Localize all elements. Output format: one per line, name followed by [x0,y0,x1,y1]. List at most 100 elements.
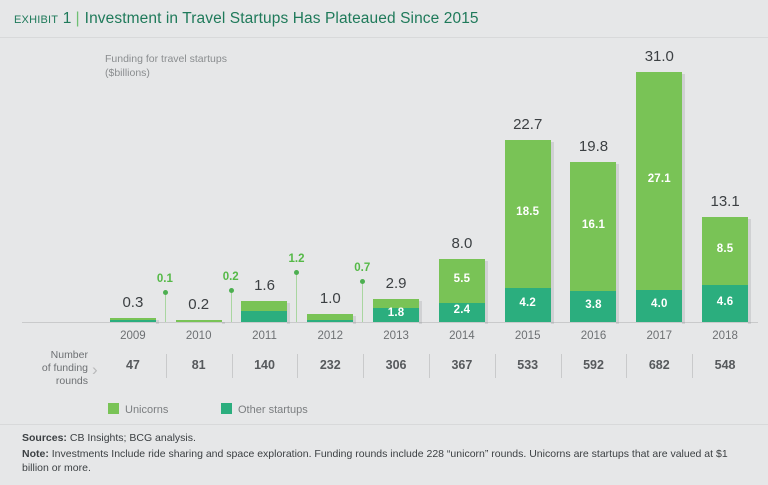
legend-label-unicorns: Unicorns [125,404,169,416]
bar-segment-other-startups [702,285,749,322]
bar-total-label: 1.6 [254,277,275,295]
stacked-bar [175,320,225,324]
bar-segment-other-startups [109,320,156,322]
stacked-bar [241,301,291,324]
bar-segment-unicorns [241,301,288,311]
funding-rounds-value: 682 [648,358,670,372]
bar-shadow [616,164,620,324]
funding-rounds-label: Number of funding rounds [41,349,88,387]
exhibit-number: Exhibit 1 [14,10,72,27]
bar-value-label-unicorns: 18.5 [516,205,540,218]
bar-segment-unicorns [570,162,617,292]
stacked-bar: 16.1 3.8 [570,162,620,324]
page-title: Exhibit 1 | Investment in Travel Startups … [14,10,754,34]
bar-segment-other-startups [438,302,485,322]
bar-value-label-other-startups: 3.8 [585,298,602,311]
bar-total-label: 13.1 [710,192,740,210]
bar-shadow [353,315,357,324]
x-axis-tick-label: 2016 [580,330,607,342]
bar-value-label-other-startups: 1.8 [387,306,405,319]
bar-column: 18.5 4.2 22.7 2015 [495,0,561,342]
bar-value-label-unicorns: 16.1 [581,218,606,231]
funding-rounds-divider [231,354,233,378]
funding-rounds-value: 47 [125,358,140,372]
footer-notes: Sources: CB Insights; BCG analysis. Note… [22,431,746,477]
x-axis-tick-label: 2011 [252,330,277,342]
legend-label-other-startups: Other startups [238,404,308,416]
callout-value-unicorns: 0.2 [222,271,239,284]
funding-rounds-row: Number of funding rounds › 47 81 140 232 306… [0,349,768,390]
title-divider [0,37,768,38]
legend-swatch-unicorns [108,403,119,414]
bar-column: 16.1 3.8 19.8 2016 [561,0,627,342]
legend-item-unicorns: Unicorns [108,400,169,416]
bar-column: 27.1 4.0 31.0 2017 [626,0,692,342]
stacked-bar: 5.5 2.4 [438,258,488,324]
bar-column: 8.5 4.6 13.1 2018 [692,0,758,342]
chevron-right-icon: › [92,360,98,379]
funding-rounds-value: 548 [714,358,736,372]
bar-segment-unicorns [636,72,683,290]
bar-column: 1.0 0.7 2012 [297,0,370,342]
bar-column: 0.2 0.2 2010 [166,0,239,342]
funding-rounds-divider [494,354,496,378]
funding-rounds-value: 306 [385,358,407,372]
legend-swatch-other-startups [221,403,232,414]
title-separator: | [75,10,80,27]
stacked-bar [109,318,159,324]
bar-column: 5.5 2.4 8.0 2014 [429,0,495,342]
bar-segment-unicorns [373,298,420,308]
bar-segment-unicorns [504,139,551,289]
footer-note: Note: Investments Include ride sharing a… [22,447,746,476]
x-axis-tick-label: 2012 [317,330,344,342]
bar-shadow [484,260,488,324]
funding-rounds-value: 232 [319,358,341,372]
bar-shadow [221,322,225,324]
bar-total-label: 1.0 [319,289,341,307]
callout-dot [228,288,234,294]
callout-line [230,290,232,322]
funding-rounds-value: 140 [254,358,275,372]
funding-rounds-divider [363,354,365,378]
bar-shadow [419,300,423,324]
legend-item-other-startups: Other startups [221,400,308,416]
bar-value-label-other-startups: 4.2 [519,297,536,310]
bar-column: 1.6 1.2 2011 [232,0,304,342]
funding-rounds-divider [297,354,299,378]
bar-segment-unicorns [175,320,222,322]
x-axis-tick-label: 2009 [120,330,146,342]
funding-rounds-divider [429,354,430,378]
bar-total-label: 2.9 [385,274,407,292]
bar-shadow [155,320,159,324]
bar-shadow [682,74,686,324]
y-axis-caption: Funding for travel startups ($billions) [105,53,227,79]
callout-dot [360,279,366,285]
bar-value-label-unicorns: 5.5 [453,272,471,285]
x-axis-tick-label: 2018 [712,330,738,342]
footer-sources: Sources: CB Insights; BCG analysis. [22,431,746,446]
bar-segment-unicorns [109,318,156,320]
bar-column: 1.8 2.9 2013 [363,0,429,342]
chart-plot-area: 0.3 0.1 2009 0.2 0.2 2010 1.6 1.2 2011 1.0 0.7 2012… [22,0,758,342]
funding-rounds-divider [692,354,694,378]
funding-rounds-divider [560,354,562,378]
stacked-bar [307,313,357,324]
funding-rounds-value: 592 [583,358,604,372]
bar-shadow [748,218,752,324]
bar-segment-other-startups [373,307,420,322]
footer-note-label: Note: [22,447,49,460]
callout-line [296,272,298,322]
footer-note-text: Investments Include ride sharing and spa… [22,447,728,475]
x-axis-tick-label: 2013 [383,330,409,342]
bar-value-label-other-startups: 4.6 [716,295,734,308]
title-headline: Investment in Travel Startups Has Platea… [84,10,479,27]
bar-value-label-other-startups: 2.4 [453,304,471,317]
x-axis-tick-label: 2014 [449,330,475,342]
bar-segment-other-startups [307,319,354,322]
x-axis-tick-label: 2017 [646,330,673,342]
funding-rounds-divider [626,354,628,378]
x-axis-tick-label: 2010 [185,330,212,342]
bar-segment-other-startups [570,291,617,322]
x-axis-tick-label: 2015 [514,330,541,342]
bar-segment-other-startups [241,310,288,322]
